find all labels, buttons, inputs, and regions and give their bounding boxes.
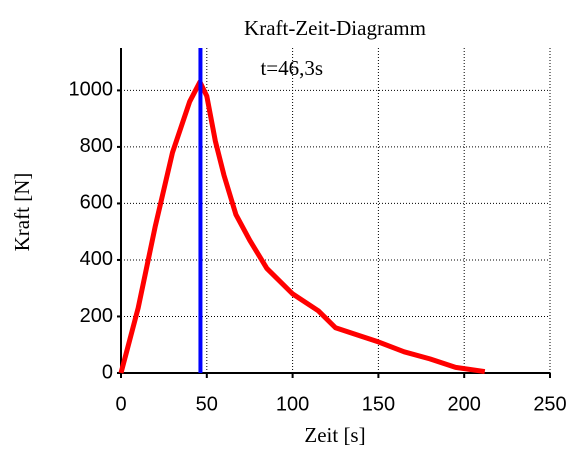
- y-tick-label: 0: [102, 361, 113, 383]
- x-tick-label: 50: [196, 393, 218, 415]
- y-tick-label: 200: [80, 305, 113, 327]
- y-axis-label: Kraft [N]: [10, 173, 34, 252]
- x-tick-label: 150: [362, 393, 395, 415]
- y-tick-label: 1000: [69, 79, 114, 101]
- y-tick-label: 800: [80, 135, 113, 157]
- x-tick-label: 100: [276, 393, 309, 415]
- x-tick-label: 0: [115, 393, 126, 415]
- x-tick-label: 250: [533, 393, 566, 415]
- y-tick-label: 400: [80, 248, 113, 270]
- chart-title: Kraft-Zeit-Diagramm: [244, 16, 426, 40]
- y-tick-label: 600: [80, 192, 113, 214]
- data-line: [118, 79, 486, 375]
- marker-label: t=46,3s: [260, 56, 323, 80]
- x-tick-label: 200: [448, 393, 481, 415]
- x-axis-label: Zeit [s]: [304, 423, 365, 447]
